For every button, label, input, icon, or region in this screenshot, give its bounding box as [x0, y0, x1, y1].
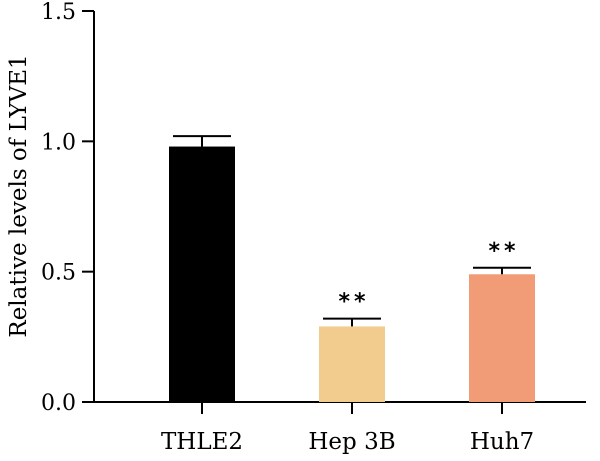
y-tick-label: 1.5	[41, 0, 76, 25]
y-tick-label: 0.5	[41, 261, 76, 286]
significance-label: **	[338, 290, 369, 315]
y-tick-label: 1.0	[41, 130, 76, 155]
y-axis-title: Relative levels of LYVE1	[6, 54, 32, 337]
x-tick-label: THLE2	[161, 429, 243, 455]
labels: 0.0 0.5 1.0 1.5 THLE2 Hep 3B ** Huh7 **	[41, 0, 534, 455]
bars	[169, 135, 535, 402]
x-tick-label: Huh7	[470, 429, 534, 455]
significance-label: **	[488, 239, 519, 264]
bar-huh7	[469, 274, 535, 402]
bar-hep-3b	[319, 326, 385, 402]
bar-thle2	[169, 146, 235, 402]
y-tick-label: 0.0	[41, 391, 76, 416]
x-tick-label: Hep 3B	[308, 429, 395, 455]
